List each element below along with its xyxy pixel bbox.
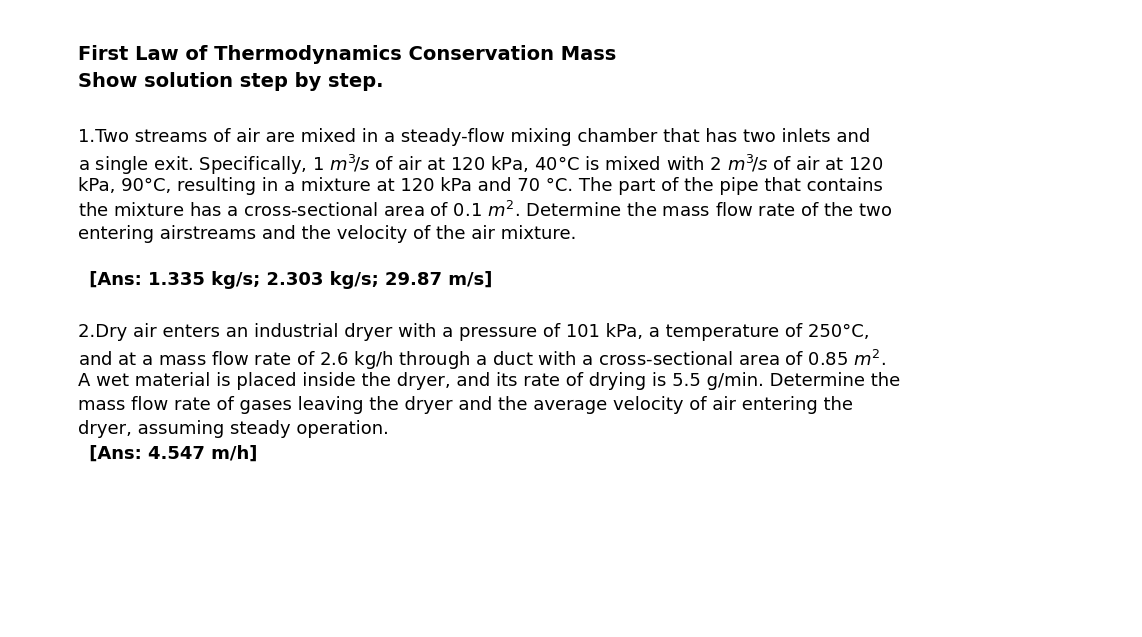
Text: First Law of Thermodynamics Conservation Mass: First Law of Thermodynamics Conservation… — [78, 45, 616, 64]
Text: Show solution step by step.: Show solution step by step. — [78, 73, 384, 92]
Text: A wet material is placed inside the dryer, and its rate of drying is 5.5 g/min. : A wet material is placed inside the drye… — [78, 372, 900, 390]
Text: 2.Dry air enters an industrial dryer with a pressure of 101 kPa, a temperature o: 2.Dry air enters an industrial dryer wit… — [78, 324, 869, 341]
Text: [Ans: 4.547 m/h]: [Ans: 4.547 m/h] — [83, 445, 258, 462]
Text: entering airstreams and the velocity of the air mixture.: entering airstreams and the velocity of … — [78, 225, 576, 243]
Text: 1.Two streams of air are mixed in a steady-flow mixing chamber that has two inle: 1.Two streams of air are mixed in a stea… — [78, 129, 870, 147]
Text: and at a mass flow rate of 2.6 kg/h through a duct with a cross-sectional area o: and at a mass flow rate of 2.6 kg/h thro… — [78, 348, 885, 372]
Text: kPa, 90°C, resulting in a mixture at 120 kPa and 70 °C. The part of the pipe tha: kPa, 90°C, resulting in a mixture at 120… — [78, 177, 883, 195]
Text: mass flow rate of gases leaving the dryer and the average velocity of air enteri: mass flow rate of gases leaving the drye… — [78, 396, 853, 414]
Text: a single exit. Specifically, 1 $m^3\!/s$ of air at 120 kPa, 40°C is mixed with 2: a single exit. Specifically, 1 $m^3\!/s$… — [78, 153, 883, 177]
Text: [Ans: 1.335 kg/s; 2.303 kg/s; 29.87 m/s]: [Ans: 1.335 kg/s; 2.303 kg/s; 29.87 m/s] — [83, 271, 492, 289]
Text: dryer, assuming steady operation.: dryer, assuming steady operation. — [78, 420, 388, 438]
Text: the mixture has a cross-sectional area of 0.1 $m^2$. Determine the mass flow rat: the mixture has a cross-sectional area o… — [78, 201, 892, 221]
